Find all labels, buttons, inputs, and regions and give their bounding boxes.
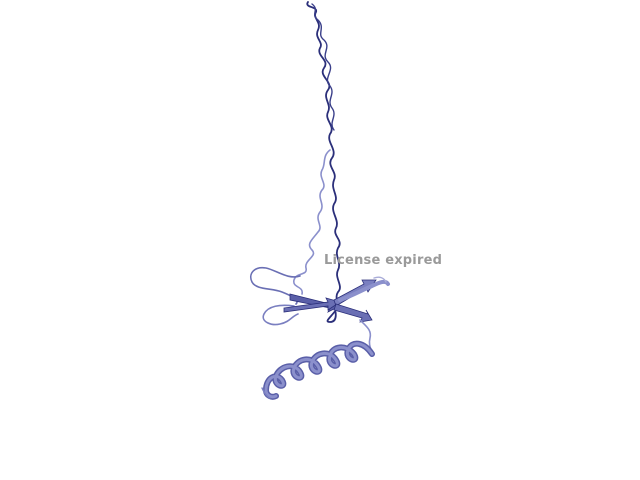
license-expired-watermark: License expired: [324, 253, 443, 268]
coil-right-small: [373, 276, 387, 283]
alpha-helix: [261, 340, 375, 400]
coil-tail-dark: [306, 1, 341, 323]
beta-strand-4: [333, 303, 373, 323]
coil-left-lower: [262, 304, 299, 326]
beta-strand-2: [283, 297, 341, 313]
coil-light: [293, 149, 331, 295]
coil-tail-dark-2: [311, 3, 335, 131]
